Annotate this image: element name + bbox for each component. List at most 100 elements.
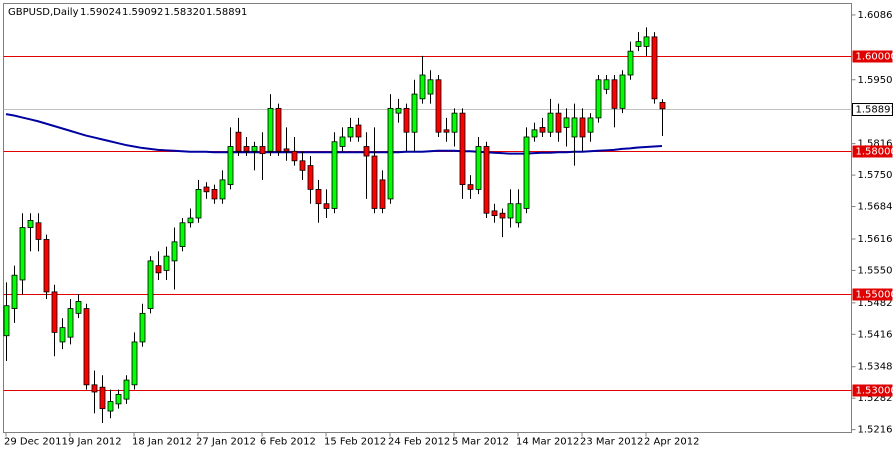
y-tick-label: 1.56840 — [858, 202, 893, 213]
candle-body — [587, 117, 594, 133]
y-tick-label: 1.56160 — [858, 234, 893, 245]
quote-value: 1.59092 — [122, 7, 163, 18]
candle-body — [547, 112, 554, 133]
candle-body — [339, 136, 346, 147]
candle-body — [635, 41, 642, 47]
candle-body — [371, 155, 378, 209]
candle-body — [475, 146, 482, 190]
x-tick-label: 9 Jan 2012 — [68, 437, 122, 448]
candle-body — [659, 102, 666, 110]
candle-body — [611, 79, 618, 109]
candle-body — [387, 107, 394, 200]
quote-value: 1.58891 — [206, 7, 247, 18]
candle-body — [363, 146, 370, 157]
candle-body — [403, 107, 410, 133]
plot-frame — [3, 3, 852, 433]
y-tick-label: 1.60860 — [858, 10, 893, 21]
y-tick-label: 1.59500 — [858, 75, 893, 86]
candle-body — [419, 74, 426, 100]
level-label: 1.55000 — [856, 290, 893, 301]
quote-value: 1.58320 — [164, 7, 205, 18]
x-tick-label: 14 Mar 2012 — [516, 437, 579, 448]
x-tick-label: 15 Feb 2012 — [324, 437, 386, 448]
candle-body — [35, 222, 42, 240]
x-tick-label: 27 Jan 2012 — [196, 437, 256, 448]
candle-body — [619, 74, 626, 109]
y-tick-label: 1.54160 — [858, 329, 893, 340]
candle-body — [251, 146, 258, 152]
level-label: 1.58000 — [856, 147, 893, 158]
candle-body — [315, 188, 322, 205]
candle-body — [123, 379, 130, 400]
candle-body — [99, 386, 106, 410]
candle-body — [203, 186, 210, 193]
candle-body — [323, 203, 330, 209]
x-tick-label: 5 Mar 2012 — [452, 437, 509, 448]
candle-body — [531, 129, 538, 138]
level-label-box — [852, 50, 893, 63]
candle-body — [491, 210, 498, 217]
candle-body — [291, 150, 298, 162]
candle-body — [307, 165, 314, 190]
candle-body — [43, 239, 50, 293]
candle-body — [219, 179, 226, 200]
candle-body — [259, 146, 266, 155]
last-price-label: 1.58891 — [856, 105, 893, 116]
candle-body — [555, 112, 562, 133]
x-tick-label: 2 Apr 2012 — [644, 437, 699, 448]
candle-body — [147, 260, 154, 309]
candle-body — [275, 107, 282, 152]
candle-body — [107, 401, 114, 412]
candle-body — [211, 188, 218, 200]
candle-body — [347, 127, 354, 138]
candle-body — [235, 131, 242, 152]
candle-body — [603, 79, 610, 90]
x-tick-label: 29 Dec 2011 — [4, 437, 68, 448]
candle-body — [467, 184, 474, 190]
candle-body — [83, 308, 90, 386]
candle-body — [331, 141, 338, 209]
candle-body — [411, 93, 418, 133]
level-label-box — [852, 145, 893, 158]
candle-body — [115, 393, 122, 405]
y-tick-label: 1.55500 — [858, 265, 893, 276]
quote-value: 1.59024 — [80, 7, 121, 18]
candle-body — [459, 112, 466, 186]
candle-body — [179, 222, 186, 247]
candle-body — [171, 241, 178, 262]
y-tick-label: 1.53480 — [858, 362, 893, 373]
candle-body — [643, 36, 650, 47]
candle-body — [523, 136, 530, 209]
y-tick-label: 1.52160 — [858, 425, 893, 436]
candle-body — [163, 255, 170, 271]
candle-body — [227, 146, 234, 186]
y-tick-label: 1.52820 — [858, 393, 893, 404]
candle-body — [243, 146, 250, 152]
x-tick-label: 24 Feb 2012 — [388, 437, 450, 448]
candle-body — [451, 112, 458, 133]
candle-body — [571, 117, 578, 138]
candle-body — [187, 217, 194, 224]
level-label-box — [852, 384, 893, 397]
candle-body — [579, 117, 586, 138]
candle-body — [139, 312, 146, 343]
chart-title: GBPUSD,Daily — [8, 7, 79, 18]
candle-body — [283, 148, 290, 152]
candle-body — [395, 107, 402, 114]
candle-body — [27, 219, 34, 228]
x-tick-label: 23 Mar 2012 — [580, 437, 643, 448]
candle-body — [67, 308, 74, 338]
level-label: 1.60000 — [856, 52, 893, 63]
candle-body — [11, 274, 18, 309]
level-label: 1.53000 — [856, 386, 893, 397]
candle-body — [595, 79, 602, 119]
candle-body — [563, 117, 570, 128]
candle-body — [195, 188, 202, 219]
candle-body — [267, 107, 274, 152]
level-label-box — [852, 288, 893, 301]
candle-body — [75, 301, 82, 314]
y-tick-label: 1.58160 — [858, 139, 893, 150]
y-tick-label: 1.57500 — [858, 170, 893, 181]
y-tick-label: 1.54820 — [858, 298, 893, 309]
candle-body — [515, 203, 522, 224]
